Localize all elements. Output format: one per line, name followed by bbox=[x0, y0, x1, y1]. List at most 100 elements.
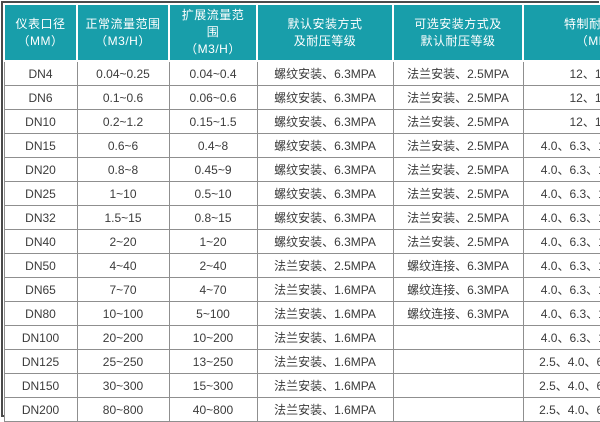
table-cell: 0.6~6 bbox=[76, 133, 170, 158]
table-cell: DN6 bbox=[3, 85, 78, 110]
table-row: DN40 2~20 1~20 螺纹安装、6.3MPA 法兰安装、2.5MPA 4.0、6.… bbox=[3, 229, 600, 254]
table-cell: 法兰安装、2.5MPA bbox=[256, 253, 394, 278]
column-header: 扩展流量范围 （M3/H） bbox=[168, 3, 258, 62]
table-cell: 0.2~1.2 bbox=[76, 109, 170, 134]
table-cell: 螺纹安装、6.3MPA bbox=[256, 85, 394, 110]
table-cell: 法兰安装、2.5MPA bbox=[392, 85, 524, 110]
table-cell: DN125 bbox=[3, 349, 78, 374]
table-cell: 25~250 bbox=[76, 349, 170, 374]
table-cell: 2~40 bbox=[168, 253, 258, 278]
table-cell: 螺纹连接、6.3MPA bbox=[392, 253, 524, 278]
column-header: 可选安装方式及 默认耐压等级 bbox=[392, 3, 524, 62]
table-cell: DN20 bbox=[3, 157, 78, 182]
table-cell: 4.0、6.3、12、16、25 bbox=[522, 277, 600, 302]
table-cell: 10~100 bbox=[76, 301, 170, 326]
table-cell: 螺纹连接、6.3MPA bbox=[392, 301, 524, 326]
column-header: 正常流量范围 （M3/H） bbox=[76, 3, 170, 62]
table-row: DN15 0.6~6 0.4~8 螺纹安装、6.3MPA 法兰安装、2.5MPA 4.0、… bbox=[3, 133, 600, 158]
table-cell: 0.5~10 bbox=[168, 181, 258, 206]
table-cell: 1~20 bbox=[168, 229, 258, 254]
table-cell: 4.0、6.3、12、16、25 bbox=[522, 301, 600, 326]
table-header: 仪表口径 （MM） 正常流量范围 （M3/H） 扩展流量范围 （M3/H） 默认安装方… bbox=[3, 3, 600, 62]
table-cell: 法兰安装、2.5MPA bbox=[392, 229, 524, 254]
table-cell: 13~250 bbox=[168, 349, 258, 374]
table-body: DN4 0.04~0.25 0.04~0.4 螺纹安装、6.3MPA 法兰安装、2.5M… bbox=[3, 60, 600, 422]
table-cell: 4.0、6.3、12、16、25 bbox=[522, 325, 600, 350]
table-row: DN65 7~70 4~70 法兰安装、1.6MPA 螺纹连接、6.3MPA 4.0、6.… bbox=[3, 277, 600, 302]
table-cell: 15~300 bbox=[168, 373, 258, 398]
table-cell: 0.45~9 bbox=[168, 157, 258, 182]
table-cell: 法兰安装、1.6MPA bbox=[256, 277, 394, 302]
table-cell: 4~40 bbox=[76, 253, 170, 278]
table-cell: 0.8~8 bbox=[76, 157, 170, 182]
table-cell: 螺纹安装、6.3MPA bbox=[256, 157, 394, 182]
table-cell: 0.15~1.5 bbox=[168, 109, 258, 134]
header-row: 仪表口径 （MM） 正常流量范围 （M3/H） 扩展流量范围 （M3/H） 默认安装方… bbox=[3, 3, 600, 62]
table-cell bbox=[392, 373, 524, 398]
table-cell: 0.06~0.6 bbox=[168, 85, 258, 110]
table-cell: 2~20 bbox=[76, 229, 170, 254]
column-header: 仪表口径 （MM） bbox=[3, 3, 78, 62]
table-cell: 法兰安装、2.5MPA bbox=[392, 60, 524, 86]
table-row: DN6 0.1~0.6 0.06~0.6 螺纹安装、6.3MPA 法兰安装、2.5MPA… bbox=[3, 85, 600, 110]
table-cell: DN25 bbox=[3, 181, 78, 206]
flow-meter-spec-table: 仪表口径 （MM） 正常流量范围 （M3/H） 扩展流量范围 （M3/H） 默认安装方… bbox=[3, 3, 600, 422]
table-row: DN10 0.2~1.2 0.15~1.5 螺纹安装、6.3MPA 法兰安装、2.5MP… bbox=[3, 109, 600, 134]
table-cell: DN50 bbox=[3, 253, 78, 278]
table-cell: 0.04~0.25 bbox=[76, 60, 170, 86]
table-cell: 法兰安装、2.5MPA bbox=[392, 109, 524, 134]
table-cell: DN65 bbox=[3, 277, 78, 302]
table-cell: 4.0、6.3、12、16、25 bbox=[522, 157, 600, 182]
table-cell bbox=[392, 325, 524, 350]
table-cell: 螺纹安装、6.3MPA bbox=[256, 60, 394, 86]
column-header: 默认安装方式 及耐压等级 bbox=[256, 3, 394, 62]
table-cell: 螺纹安装、6.3MPA bbox=[256, 205, 394, 230]
table-cell: 2.5、4.0、6.3、12、16 bbox=[522, 349, 600, 374]
table-cell: 法兰安装、1.6MPA bbox=[256, 373, 394, 398]
table-cell: DN15 bbox=[3, 133, 78, 158]
table-row: DN50 4~40 2~40 法兰安装、2.5MPA 螺纹连接、6.3MPA 4.0、6.… bbox=[3, 253, 600, 278]
table-row: DN32 1.5~15 0.8~15 螺纹安装、6.3MPA 法兰安装、2.5MPA 4.… bbox=[3, 205, 600, 230]
table-cell: 1.5~15 bbox=[76, 205, 170, 230]
table-cell: 0.1~0.6 bbox=[76, 85, 170, 110]
table-cell: 法兰安装、2.5MPA bbox=[392, 181, 524, 206]
table-row: DN4 0.04~0.25 0.04~0.4 螺纹安装、6.3MPA 法兰安装、2.5M… bbox=[3, 60, 600, 86]
table-row: DN20 0.8~8 0.45~9 螺纹安装、6.3MPA 法兰安装、2.5MPA 4.0… bbox=[3, 157, 600, 182]
table-cell: 5~100 bbox=[168, 301, 258, 326]
table-cell: 螺纹连接、6.3MPA bbox=[392, 277, 524, 302]
table-cell: 法兰安装、1.6MPA bbox=[256, 325, 394, 350]
table-cell: 螺纹安装、6.3MPA bbox=[256, 181, 394, 206]
table-cell: DN32 bbox=[3, 205, 78, 230]
table-cell: 4.0、6.3、12、16、25 bbox=[522, 133, 600, 158]
table-cell: 12、16、25 bbox=[522, 85, 600, 110]
table-cell: 7~70 bbox=[76, 277, 170, 302]
table-cell: 法兰安装、1.6MPA bbox=[256, 349, 394, 374]
table-cell: 12、16、25 bbox=[522, 60, 600, 86]
table-cell: 0.4~8 bbox=[168, 133, 258, 158]
column-header: 特制耐压等级 （MPA） bbox=[522, 3, 600, 62]
table-cell: 0.04~0.4 bbox=[168, 60, 258, 86]
table-cell: DN150 bbox=[3, 373, 78, 398]
table-cell: 螺纹安装、6.3MPA bbox=[256, 229, 394, 254]
table-cell: DN40 bbox=[3, 229, 78, 254]
table-cell: DN4 bbox=[3, 60, 78, 86]
table-cell: 4.0、6.3、12、16、25 bbox=[522, 253, 600, 278]
table-cell: 法兰安装、2.5MPA bbox=[392, 157, 524, 182]
table-cell: 4.0、6.3、12、16、25 bbox=[522, 205, 600, 230]
table-cell: DN80 bbox=[3, 301, 78, 326]
table-cell: 1~10 bbox=[76, 181, 170, 206]
table-cell: 12、16、25 bbox=[522, 109, 600, 134]
table-cell: 螺纹安装、6.3MPA bbox=[256, 109, 394, 134]
table-row: DN80 10~100 5~100 法兰安装、1.6MPA 螺纹连接、6.3MPA 4.0… bbox=[3, 301, 600, 326]
table-cell: 4.0、6.3、12、16、25 bbox=[522, 181, 600, 206]
table-cell bbox=[392, 349, 524, 374]
table-cell: 2.5、4.0、6.3、12、16 bbox=[522, 373, 600, 398]
table-row: DN25 1~10 0.5~10 螺纹安装、6.3MPA 法兰安装、2.5MPA 4.0、… bbox=[3, 181, 600, 206]
table-cell: 法兰安装、2.5MPA bbox=[392, 133, 524, 158]
table-cell: 4.0、6.3、12、16、25 bbox=[522, 229, 600, 254]
